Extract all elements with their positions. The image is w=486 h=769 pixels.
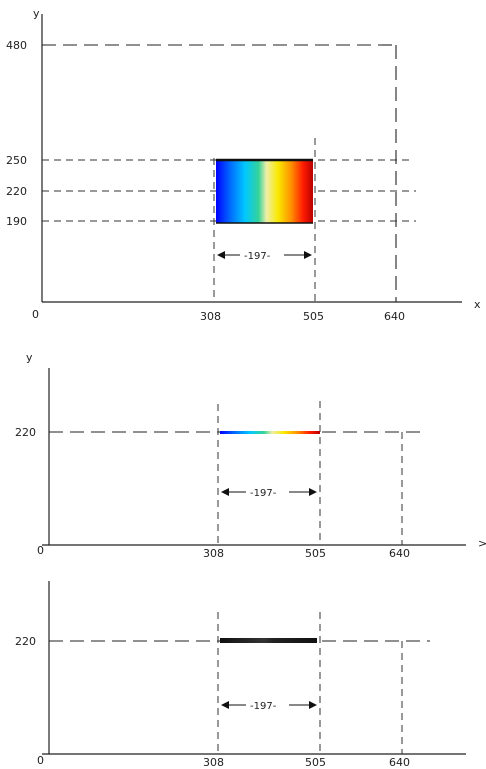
middle-xtick-308: 308 <box>203 547 224 560</box>
bottom-dim-label: -197- <box>250 701 277 712</box>
bottom-xtick-505: 505 <box>305 756 326 769</box>
top-xtick-640: 640 <box>384 310 405 323</box>
middle-dim-label: -197- <box>250 488 277 499</box>
bottom-black-line <box>220 638 317 643</box>
top-xtick-505: 505 <box>303 310 324 323</box>
middle-y-axis-label: y <box>26 351 33 364</box>
bottom-dim-arrow-right <box>309 701 317 709</box>
panel-bottom: 0 220 308 505 640 -197- <box>15 581 466 769</box>
top-dim-label: -197- <box>244 251 271 262</box>
middle-dim-arrow-left <box>221 488 229 496</box>
panel-middle: y > 0 220 308 505 640 -197- <box>15 351 486 560</box>
bottom-dim-arrow-left <box>221 701 229 709</box>
top-dim-arrow-left <box>217 251 225 259</box>
top-spectrum-rect <box>216 160 313 223</box>
top-x-axis-label: x <box>474 298 481 311</box>
top-y-axis-label: y <box>33 7 40 20</box>
top-ytick-220: 220 <box>6 185 27 198</box>
bottom-ytick-220: 220 <box>15 635 36 648</box>
middle-dim-arrow-right <box>309 488 317 496</box>
top-ytick-480: 480 <box>6 39 27 52</box>
middle-xtick-505: 505 <box>305 547 326 560</box>
middle-xtick-640: 640 <box>389 547 410 560</box>
top-ytick-190: 190 <box>6 215 27 228</box>
top-xtick-308: 308 <box>200 310 221 323</box>
middle-x-axis-label: > <box>478 537 486 550</box>
panel-top: y x 0 480 250 220 190 308 505 640 -197- <box>6 7 481 323</box>
middle-origin-label: 0 <box>37 544 44 557</box>
middle-ytick-220: 220 <box>15 426 36 439</box>
top-origin-label: 0 <box>32 308 39 321</box>
bottom-origin-label: 0 <box>37 754 44 767</box>
top-ytick-250: 250 <box>6 154 27 167</box>
bottom-xtick-308: 308 <box>203 756 224 769</box>
bottom-xtick-640: 640 <box>389 756 410 769</box>
top-dim-arrow-right <box>304 251 312 259</box>
middle-spectrum-line <box>220 431 320 434</box>
